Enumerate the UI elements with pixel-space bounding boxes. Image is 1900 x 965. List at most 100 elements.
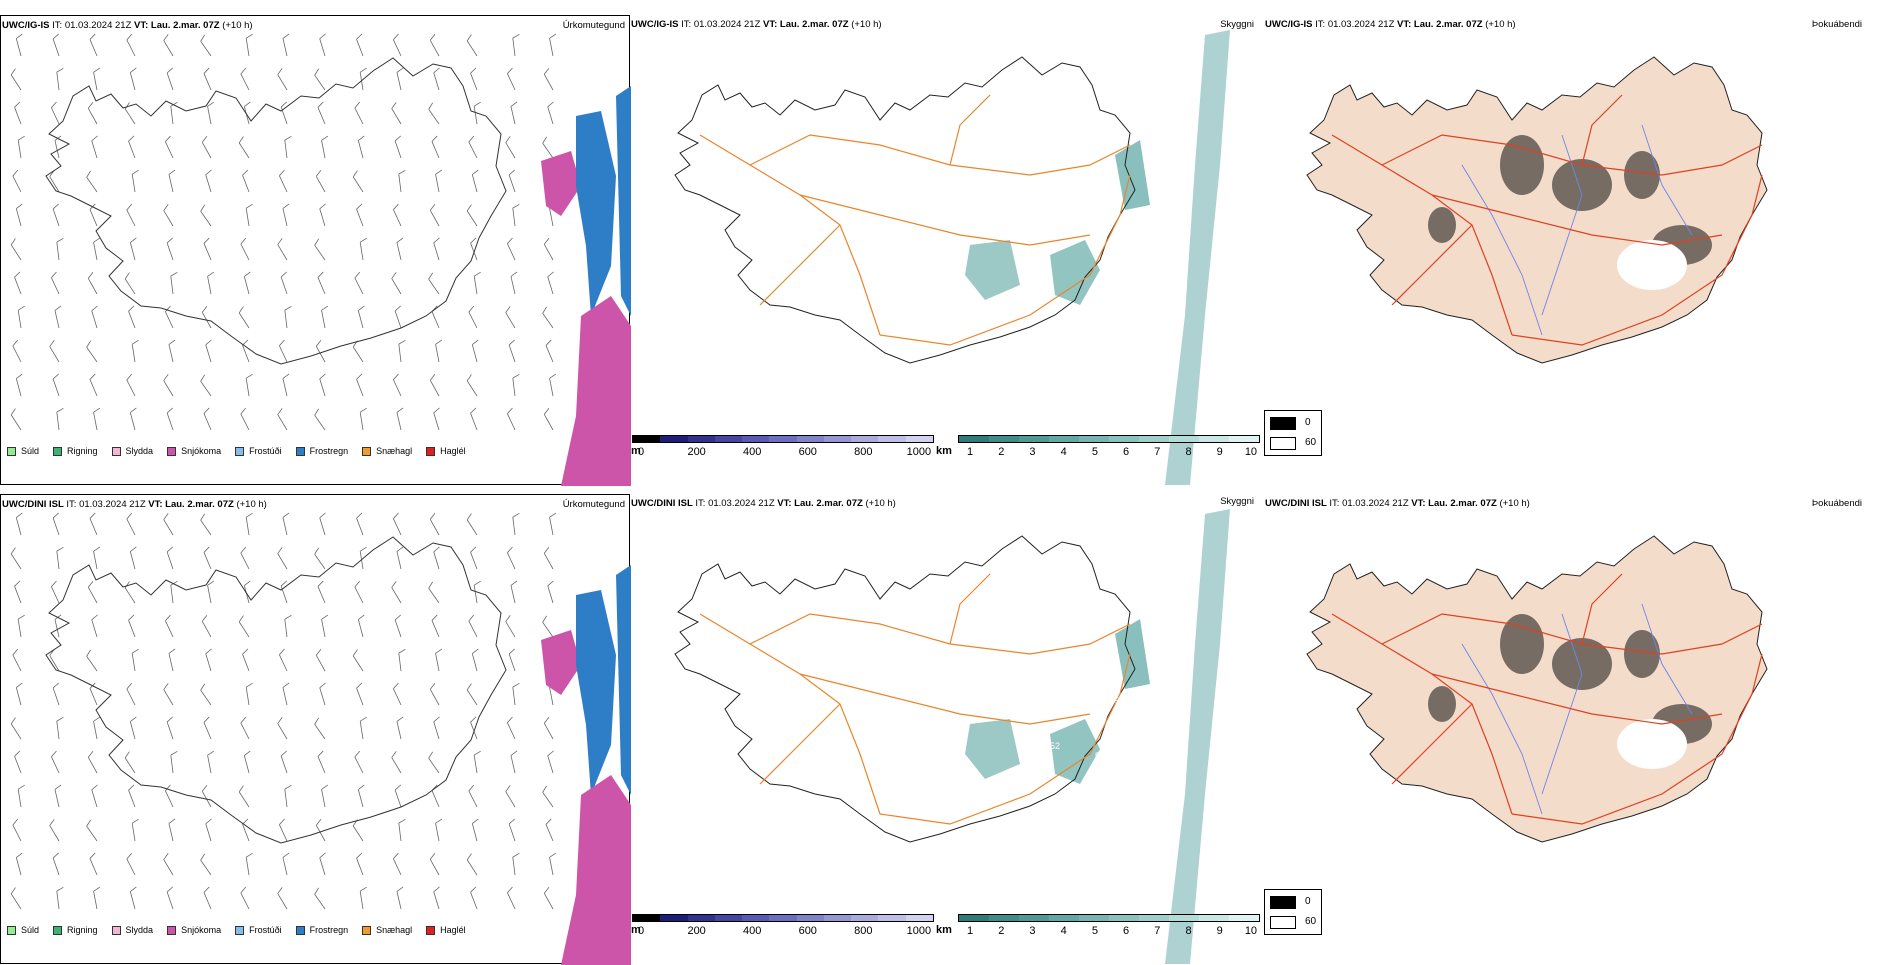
wind-barb bbox=[124, 102, 136, 125]
river-network bbox=[1461, 603, 1693, 815]
legend-swatch bbox=[362, 925, 372, 935]
legend-label: Haglél bbox=[440, 925, 466, 935]
wind-barb bbox=[315, 818, 326, 842]
wind-barb bbox=[398, 648, 406, 672]
colorbar-segment bbox=[1109, 915, 1139, 921]
visibility-areas bbox=[965, 509, 1230, 964]
wind-barb bbox=[317, 750, 326, 774]
wind-barb bbox=[352, 340, 364, 363]
wind-barb bbox=[505, 306, 516, 329]
snow-band bbox=[541, 151, 581, 216]
legend-item: Frostregn bbox=[295, 446, 348, 456]
fog-key-high-swatch bbox=[1270, 417, 1296, 430]
wind-barb bbox=[91, 135, 98, 159]
wind-barb bbox=[284, 784, 292, 808]
wind-barb bbox=[163, 853, 174, 876]
wind-barb bbox=[429, 682, 440, 706]
panel-type-title: Úrkomutegund bbox=[562, 20, 625, 31]
colorbar-tick-label: 8 bbox=[1185, 925, 1192, 937]
legend-item: Snjókoma bbox=[167, 925, 221, 935]
colorbar-tick-label: 600 bbox=[798, 925, 817, 937]
wind-barb bbox=[431, 784, 440, 808]
colorbar-segment bbox=[823, 436, 852, 442]
wind-barb bbox=[124, 272, 136, 295]
wind-barb bbox=[166, 67, 174, 91]
river bbox=[1541, 134, 1583, 316]
fog-key-high-label: 0 bbox=[1305, 417, 1311, 428]
fog-patches bbox=[1428, 614, 1712, 769]
wind-barb bbox=[315, 339, 326, 363]
wind-barb bbox=[396, 237, 404, 261]
map-fog-bottom bbox=[1306, 535, 1768, 843]
wind-barb bbox=[200, 513, 212, 536]
panel-header: UWC/DINI ISL IT: 01.03.2024 21Z VT: Lau.… bbox=[2, 499, 267, 510]
wind-barb bbox=[86, 170, 98, 193]
wind-barb bbox=[201, 135, 212, 159]
wind-barb bbox=[547, 750, 554, 774]
colorbar-tick-label: 9 bbox=[1216, 446, 1223, 458]
wind-barb bbox=[87, 271, 98, 295]
colorbar-segment bbox=[989, 915, 1019, 921]
wind-barb bbox=[86, 340, 98, 363]
wind-barb bbox=[243, 580, 251, 604]
colorbar-tick-label: 8 bbox=[1185, 446, 1192, 458]
wind-barb bbox=[240, 407, 250, 431]
road-network bbox=[1331, 94, 1763, 346]
wind-barb bbox=[166, 546, 174, 570]
fog-key: 0 60 bbox=[1264, 889, 1322, 935]
legend-label: Súld bbox=[21, 446, 40, 456]
wind-barbs bbox=[10, 512, 557, 910]
snow-band bbox=[561, 775, 631, 965]
fog-patch bbox=[1624, 151, 1660, 199]
wind-barb bbox=[428, 581, 440, 604]
wind-barb bbox=[124, 581, 136, 604]
wind-barb bbox=[470, 237, 478, 261]
wind-barb bbox=[282, 373, 290, 397]
wind-barb bbox=[279, 648, 288, 672]
visibility-areas bbox=[965, 30, 1230, 485]
road bbox=[879, 653, 1131, 825]
legend-swatch bbox=[235, 446, 245, 456]
wind-barb bbox=[91, 614, 98, 638]
wind-barb bbox=[398, 818, 406, 842]
wind-barb bbox=[87, 580, 98, 604]
colorbar-segments bbox=[958, 914, 1260, 922]
river bbox=[1461, 164, 1543, 336]
legend-item: Frostúði bbox=[235, 925, 282, 935]
legend-label: Snjókoma bbox=[181, 446, 222, 456]
wind-barb bbox=[357, 135, 365, 159]
legend-swatch bbox=[7, 925, 16, 935]
panel-type-title: Skyggni bbox=[1220, 19, 1254, 30]
colorbar-tick-label: 6 bbox=[1123, 925, 1130, 937]
road bbox=[949, 94, 991, 166]
wind-barb bbox=[321, 784, 329, 808]
wind-barb bbox=[279, 169, 288, 193]
colorbar-tick-label: 1000 bbox=[906, 446, 932, 458]
wind-barb bbox=[15, 512, 23, 536]
freezing-rain-band bbox=[616, 565, 631, 795]
legend-item: Súld bbox=[7, 446, 39, 456]
wind-barb bbox=[56, 886, 64, 910]
legend-swatch bbox=[235, 925, 245, 935]
wind-barb bbox=[319, 33, 326, 57]
wind-barb bbox=[547, 271, 554, 295]
map-fog-top bbox=[1306, 56, 1768, 364]
peak-label: 579 bbox=[1125, 706, 1140, 716]
legend-swatch bbox=[111, 446, 121, 456]
wind-barb bbox=[471, 818, 479, 842]
wind-barb bbox=[203, 546, 212, 570]
glacier-clear bbox=[1617, 719, 1687, 769]
road bbox=[699, 134, 881, 336]
wind-barb bbox=[89, 33, 98, 57]
peak-label: 63 bbox=[1135, 603, 1145, 613]
wind-barb bbox=[282, 682, 290, 706]
wind-barb bbox=[429, 203, 440, 227]
wind-barb bbox=[207, 580, 215, 604]
wind-barb bbox=[10, 408, 22, 431]
river bbox=[1541, 613, 1583, 795]
wind-barb bbox=[245, 512, 253, 536]
legend-label: Frostregn bbox=[309, 925, 349, 935]
wind-barb bbox=[165, 305, 174, 329]
wind-barb bbox=[240, 67, 250, 91]
